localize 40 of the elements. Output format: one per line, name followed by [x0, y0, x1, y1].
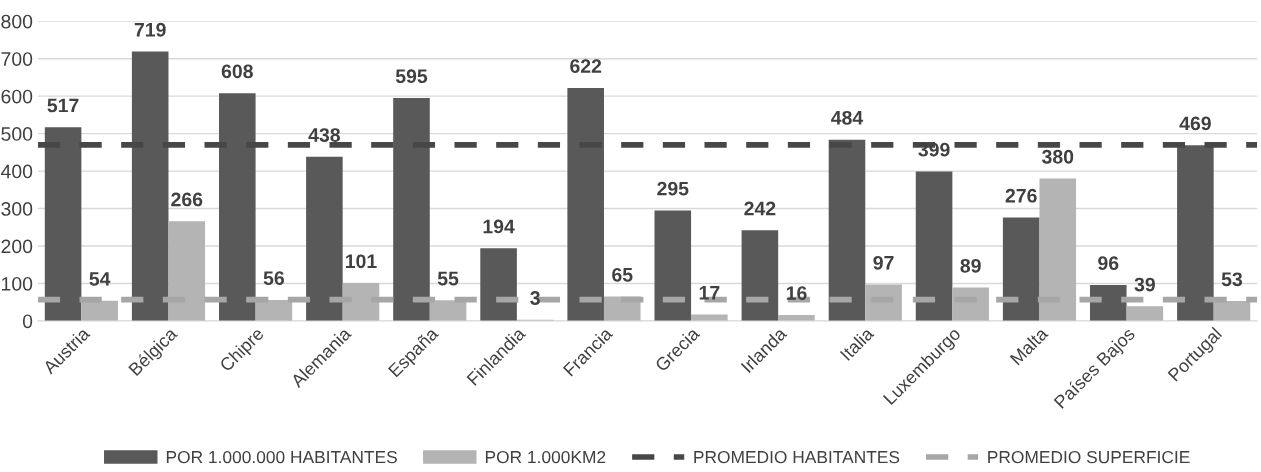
data-label: 55: [437, 271, 459, 286]
data-label: 719: [134, 22, 166, 37]
legend-label: PROMEDIO HABITANTES: [694, 450, 900, 464]
data-label: 65: [612, 267, 633, 282]
data-label: 3: [530, 291, 540, 305]
data-label: 17: [699, 286, 720, 300]
data-label: 295: [657, 181, 689, 196]
y-tick-label: 400: [0, 164, 33, 179]
y-tick-label: 700: [1, 52, 33, 66]
legend-label: POR 1.000KM2: [485, 450, 606, 464]
y-tick-label: 200: [1, 239, 33, 254]
data-label: 517: [47, 98, 79, 113]
data-label: 56: [263, 271, 284, 286]
data-label: 39: [1134, 277, 1155, 292]
data-label: 622: [570, 59, 602, 73]
legend-label: PROMEDIO SUPERFICIE: [988, 450, 1190, 464]
data-label: 242: [744, 201, 776, 216]
y-tick-label: 600: [1, 89, 33, 104]
y-tick-label: 800: [1, 14, 33, 29]
data-label: 608: [221, 64, 253, 79]
data-label: 266: [171, 192, 203, 207]
y-tick-label: 300: [1, 202, 33, 216]
data-label: 438: [308, 128, 341, 142]
legend-label: POR 1.000.000 HABITANTES: [166, 450, 397, 464]
data-label: 97: [873, 255, 894, 270]
data-label: 276: [1005, 188, 1037, 203]
y-tick-label: 100: [2, 276, 33, 291]
data-label: 380: [1041, 149, 1074, 164]
data-label: 89: [960, 258, 981, 273]
data-label: 469: [1179, 116, 1211, 131]
data-label: 53: [1221, 272, 1243, 287]
data-label: 484: [831, 110, 864, 125]
data-label: 96: [1098, 256, 1119, 271]
data-label: 595: [395, 69, 428, 84]
y-tick-label: 500: [1, 127, 33, 141]
data-label: 16: [786, 286, 807, 301]
data-label: 194: [483, 219, 515, 234]
y-tick-label: 0: [22, 314, 33, 329]
data-label: 54: [89, 272, 111, 286]
data-label: 101: [345, 254, 377, 269]
